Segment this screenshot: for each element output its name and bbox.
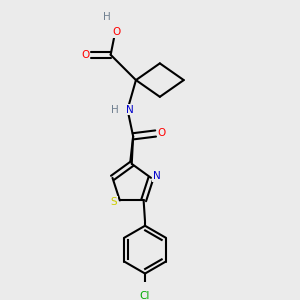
Text: O: O	[81, 50, 89, 60]
Text: H: H	[111, 105, 119, 115]
Text: S: S	[110, 197, 117, 207]
Text: N: N	[126, 105, 134, 115]
Text: N: N	[153, 171, 161, 182]
Text: H: H	[103, 12, 110, 22]
Text: O: O	[112, 27, 120, 37]
Text: O: O	[158, 128, 166, 139]
Text: Cl: Cl	[140, 291, 150, 300]
